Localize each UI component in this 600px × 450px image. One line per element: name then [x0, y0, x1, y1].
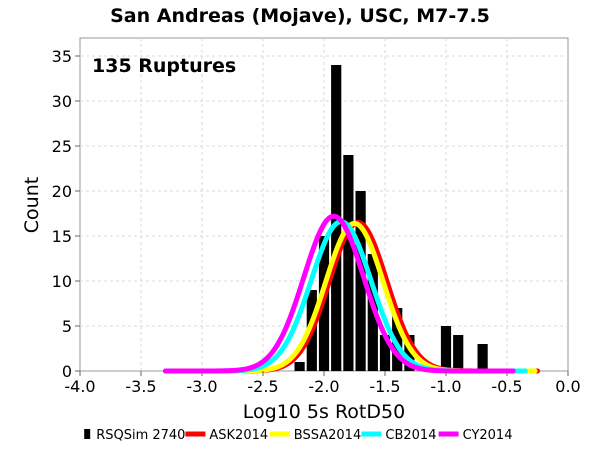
legend-label: CB2014 [385, 428, 436, 443]
x-tick-label: -4.0 [64, 377, 95, 396]
grid-lines [80, 38, 568, 371]
legend-item: RSQSim 2740 [84, 428, 185, 443]
y-axis-label: Count [21, 177, 43, 233]
x-tick-label: -2.0 [308, 377, 339, 396]
histogram-bar [477, 344, 488, 371]
curve-cy2014 [162, 213, 516, 374]
rupture-count-annotation: 135 Ruptures [92, 55, 236, 77]
legend-label: ASK2014 [209, 428, 268, 443]
histogram-bar [392, 308, 403, 371]
histogram-bar [440, 326, 452, 371]
legend-item: CB2014 [361, 428, 436, 443]
legend-label: CY2014 [463, 428, 513, 443]
x-tick-label: -3.0 [186, 377, 217, 396]
y-tick-label: 25 [52, 137, 72, 156]
x-tick-label: 0.0 [555, 377, 580, 396]
y-tick-label: 5 [62, 317, 72, 336]
y-tick-label: 0 [62, 362, 72, 381]
histogram-bar [367, 254, 378, 371]
legend: RSQSim 2740 ASK2014 BSSA2014 CB2014 CY2014 [84, 428, 512, 443]
legend-item: BSSA2014 [269, 428, 361, 443]
y-tick-label: 35 [52, 47, 72, 66]
histogram-bar [355, 191, 366, 371]
x-tick-label: -0.5 [491, 377, 522, 396]
x-axis-ticks: -4.0 -3.5 -3.0 -2.5 -2.0 -1.5 -1.0 -0.5 0.0 [64, 371, 581, 396]
legend-item: CY2014 [438, 428, 513, 443]
histogram-bar [379, 335, 391, 371]
histogram-bar [343, 155, 354, 371]
histogram-bar [294, 362, 305, 371]
legend-item: ASK2014 [185, 428, 268, 443]
distribution-curves [162, 213, 540, 374]
y-tick-label: 30 [52, 92, 72, 111]
y-tick-label: 10 [52, 272, 72, 291]
x-tick-label: -2.5 [247, 377, 278, 396]
x-tick-label: -1.5 [369, 377, 400, 396]
x-tick-label: -1.0 [430, 377, 461, 396]
histogram-bar [453, 335, 464, 371]
x-tick-label: -3.5 [125, 377, 156, 396]
legend-label: RSQSim 2740 [96, 428, 185, 443]
legend-swatch [84, 429, 91, 439]
y-tick-label: 15 [52, 227, 72, 246]
y-tick-label: 20 [52, 182, 72, 201]
x-axis-label: Log10 5s RotD50 [243, 401, 405, 423]
y-axis-ticks: 0 5 10 15 20 25 30 35 [52, 47, 80, 381]
legend-label: BSSA2014 [294, 428, 361, 443]
chart-title: San Andreas (Mojave), USC, M7-7.5 [110, 5, 490, 27]
histogram-bar [404, 335, 415, 371]
